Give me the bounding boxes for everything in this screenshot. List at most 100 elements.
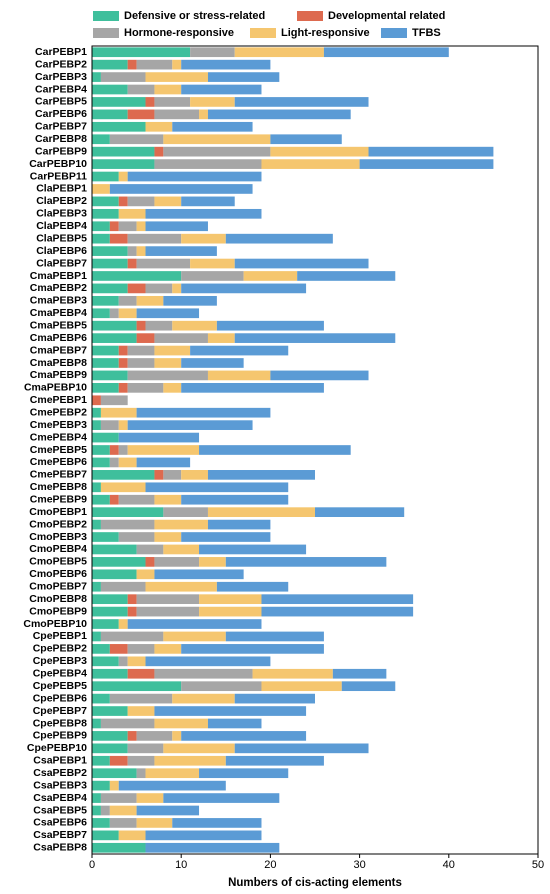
legend-swatch: [297, 11, 323, 21]
y-tick-label: CsaPEBP6: [33, 817, 87, 829]
bar-segment: [100, 72, 146, 82]
bar-segment: [181, 84, 262, 95]
bar-segment: [127, 743, 164, 754]
bar-segment: [154, 519, 208, 530]
bar-segment: [190, 345, 289, 356]
y-tick-label: CmaPEBP4: [30, 307, 87, 319]
bar-segment: [136, 457, 191, 468]
bar-segment: [92, 470, 155, 480]
y-tick-label: CsaPEBP5: [33, 804, 87, 816]
bar-segment: [109, 780, 119, 791]
legend-label: Light-responsive: [281, 27, 370, 39]
bar-segment: [154, 358, 182, 368]
y-tick-label: CpePEBP7: [33, 705, 87, 717]
bar-segment: [172, 59, 182, 70]
bar-segment: [92, 47, 191, 58]
bar-segment: [127, 84, 155, 95]
bar-segment: [145, 842, 280, 853]
bar-segment: [127, 731, 137, 741]
bar-segment: [199, 768, 289, 779]
bar-segment: [92, 494, 110, 505]
bar-segment: [136, 246, 146, 256]
bar-segment: [92, 805, 101, 816]
bar-segment: [234, 97, 369, 107]
legend-label: Defensive or stress-related: [124, 10, 265, 22]
bar-segment: [127, 258, 137, 269]
bar-segment: [118, 445, 128, 455]
bar-segment: [127, 345, 155, 356]
bar-segment: [181, 59, 271, 70]
bar-segment: [118, 308, 137, 319]
bar-segment: [92, 171, 119, 182]
bar-segment: [154, 668, 253, 679]
bar-segment: [92, 370, 128, 381]
bar-segment: [118, 295, 137, 306]
y-tick-label: CmaPEBP1: [30, 270, 87, 282]
bar-segment: [127, 109, 155, 120]
bar-segment: [154, 345, 191, 356]
bar-segment: [145, 830, 262, 841]
bar-segment: [207, 470, 315, 480]
bar-segment: [109, 445, 119, 455]
bar-segment: [92, 407, 101, 418]
bar-segment: [92, 333, 137, 343]
bar-segment: [181, 382, 324, 393]
bar-segment: [261, 159, 360, 169]
bar-segment: [92, 656, 119, 667]
bar-segment: [127, 420, 253, 430]
bar-segment: [92, 544, 137, 555]
y-tick-label: CmaPEBP5: [30, 319, 87, 331]
y-tick-label: CarPEBP8: [35, 133, 87, 145]
bar-segment: [154, 146, 164, 157]
bar-segment: [100, 407, 137, 418]
y-tick-label: CsaPEBP4: [33, 792, 87, 804]
bar-segment: [118, 780, 226, 791]
bar-segment: [181, 494, 289, 505]
bar-segment: [154, 569, 244, 580]
bar-segment: [181, 233, 226, 244]
bar-segment: [154, 755, 226, 766]
bar-segment: [216, 320, 324, 331]
bar-segment: [163, 134, 271, 145]
bar-segment: [92, 681, 182, 692]
y-tick-label: CmoPEBP2: [29, 518, 87, 530]
bar-segment: [154, 470, 164, 480]
bar-segment: [118, 196, 128, 207]
bar-segment: [297, 271, 396, 281]
legend-label: Hormone-responsive: [124, 27, 234, 39]
bar-segment: [118, 221, 137, 232]
y-tick-label: CmePEBP5: [30, 444, 87, 456]
bar-segment: [92, 668, 128, 679]
bar-segment: [92, 308, 110, 319]
bar-segment: [127, 283, 146, 294]
bar-segment: [92, 345, 119, 356]
bar-segment: [118, 532, 155, 542]
bar-segment: [181, 196, 235, 207]
bar-segment: [100, 581, 146, 592]
y-tick-label: CmoPEBP9: [29, 605, 87, 617]
bar-segment: [92, 146, 155, 157]
bar-segment: [145, 246, 217, 256]
y-tick-label: ClaPEBP6: [36, 245, 87, 257]
bar-segment: [216, 581, 289, 592]
bar-segment: [92, 320, 137, 331]
bar-segment: [145, 482, 289, 493]
bar-segment: [145, 656, 271, 667]
bar-segment: [145, 121, 173, 132]
bar-segment: [154, 97, 191, 107]
bar-segment: [199, 109, 208, 120]
y-tick-label: CsaPEBP3: [33, 779, 87, 791]
bar-segment: [118, 358, 128, 368]
bar-segment: [145, 72, 208, 82]
bar-segment: [154, 196, 182, 207]
y-tick-label: CmaPEBP9: [30, 369, 87, 381]
y-tick-label: CarPEBP3: [35, 71, 87, 83]
bar-segment: [92, 233, 110, 244]
bar-segment: [145, 581, 217, 592]
bar-segment: [118, 457, 137, 468]
bar-segment: [145, 221, 208, 232]
y-tick-label: CmePEBP7: [30, 469, 87, 481]
legend-swatch: [93, 11, 119, 21]
y-tick-label: CmePEBP2: [30, 406, 87, 418]
legend-swatch: [93, 28, 119, 38]
